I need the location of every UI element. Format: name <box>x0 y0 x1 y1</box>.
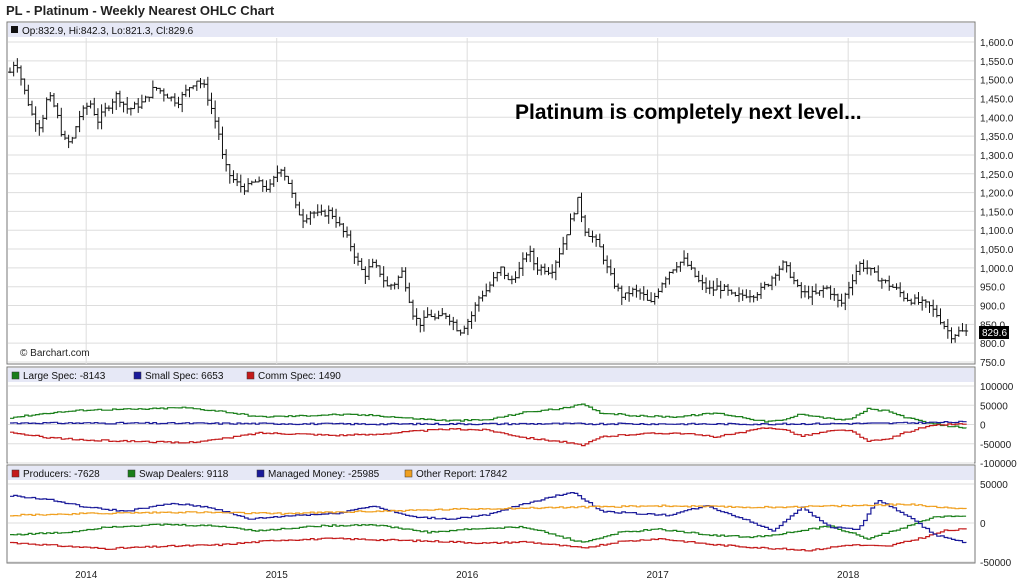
price-ytick-label: 850.0 <box>980 320 1005 331</box>
legend-swatch <box>133 371 142 380</box>
price-ytick-label: 1,000.0 <box>980 264 1014 275</box>
legend-label: Swap Dealers: 9118 <box>139 469 229 480</box>
series-line <box>10 515 967 543</box>
series-line <box>10 492 967 544</box>
series-line <box>10 403 967 429</box>
price-ytick-label: 1,550.0 <box>980 57 1014 68</box>
legend-label: Producers: -7628 <box>23 469 100 480</box>
legend-swatch <box>127 469 136 478</box>
legend-swatch <box>404 469 413 478</box>
price-ytick-label: 1,250.0 <box>980 170 1014 181</box>
price-ytick-label: 1,050.0 <box>980 245 1014 256</box>
legend-swatch <box>246 371 255 380</box>
price-ytick-label: 1,100.0 <box>980 226 1014 237</box>
indicator-ytick-label: 0 <box>980 421 986 432</box>
annotation: Platinum is completely next level... <box>515 101 862 124</box>
price-ytick-label: 1,300.0 <box>980 151 1014 162</box>
legend-swatch <box>11 371 20 380</box>
indicator-ytick-label: 0 <box>980 519 986 530</box>
chart-title: PL - Platinum - Weekly Nearest OHLC Char… <box>6 3 275 18</box>
series-line <box>10 503 967 517</box>
price-legend-bar <box>8 23 974 37</box>
price-panel: Op:832.9, Hi:842.3, Lo:821.3, Cl:829.6 1… <box>6 21 1014 563</box>
trader-legend-bar <box>8 466 974 480</box>
legend-label: Comm Spec: 1490 <box>258 371 341 382</box>
indicator-ytick-label: -50000 <box>980 440 1012 451</box>
series-line <box>10 420 967 426</box>
indicator-ytick-label: -50000 <box>980 558 1012 569</box>
price-legend-swatch <box>11 26 18 33</box>
price-ytick-label: 1,350.0 <box>980 132 1014 143</box>
indicator-ytick-label: 100000 <box>980 382 1014 393</box>
price-ytick-label: 1,600.0 <box>980 38 1014 49</box>
price-ytick-label: 1,200.0 <box>980 189 1014 200</box>
series-line <box>10 528 967 552</box>
legend-label: Managed Money: -25985 <box>268 469 380 480</box>
indicator-ytick-label: 50000 <box>980 480 1008 491</box>
legend-swatch <box>11 469 20 478</box>
price-ytick-label: 800.0 <box>980 339 1005 350</box>
price-ytick-label: 750.0 <box>980 358 1005 369</box>
last-value-box <box>979 326 1009 339</box>
series-line <box>10 423 967 447</box>
price-ytick-label: 1,500.0 <box>980 76 1014 87</box>
ohlc-bar <box>964 324 969 336</box>
trader-panel: Producers: -7628 Swap Dealers: 9118 Manage… <box>6 464 1012 569</box>
xtick-label: 2018 <box>837 570 860 581</box>
spec-panel: Large Spec: -8143 Small Spec: 6653 Comm Sp… <box>6 366 1017 470</box>
price-legend-text: Op:832.9, Hi:842.3, Lo:821.3, Cl:829.6 <box>22 26 194 37</box>
legend-swatch <box>256 469 265 478</box>
price-ytick-label: 900.0 <box>980 302 1005 313</box>
last-value-label: 829.6 <box>982 328 1007 339</box>
price-ytick-label: 1,400.0 <box>980 113 1014 124</box>
indicator-ytick-label: -100000 <box>980 459 1017 470</box>
price-ytick-label: 950.0 <box>980 283 1005 294</box>
watermark: © Barchart.com <box>20 348 90 359</box>
price-ytick-label: 1,150.0 <box>980 207 1014 218</box>
xtick-label: 2016 <box>456 570 479 581</box>
price-ytick-label: 1,450.0 <box>980 94 1014 105</box>
xtick-label: 2015 <box>266 570 289 581</box>
legend-label: Other Report: 17842 <box>416 469 508 480</box>
xtick-label: 2017 <box>647 570 670 581</box>
indicator-ytick-label: 50000 <box>980 401 1008 412</box>
xtick-label: 2014 <box>75 570 98 581</box>
legend-label: Large Spec: -8143 <box>23 371 106 382</box>
legend-label: Small Spec: 6653 <box>145 371 224 382</box>
spec-panel-frame <box>6 366 976 464</box>
